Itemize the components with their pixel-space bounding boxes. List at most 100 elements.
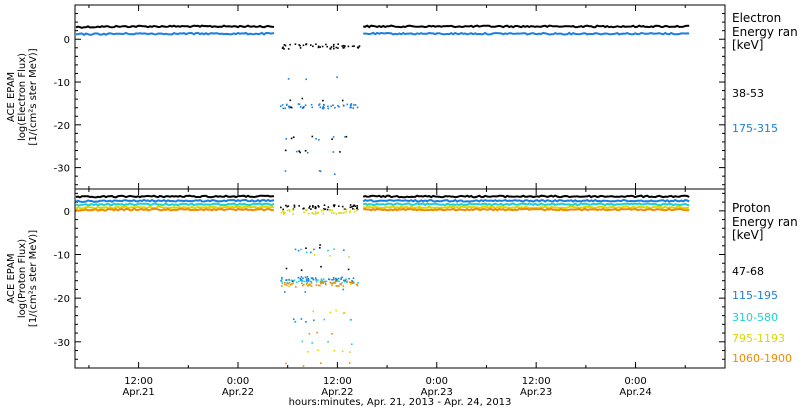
data-point	[280, 211, 283, 214]
data-point	[299, 47, 302, 49]
data-point	[341, 45, 343, 47]
data-point	[303, 283, 305, 286]
data-point	[280, 206, 282, 209]
data-point	[323, 103, 325, 106]
proton-flux-panel: 0 -10 -20 -30 ACE EPAMlog(Proton Flux)[1/(cm…	[6, 188, 798, 369]
series-trace	[363, 207, 690, 212]
legend-entry: 1060-1900	[732, 352, 792, 365]
data-point	[356, 209, 358, 211]
series-trace	[363, 31, 690, 36]
data-point	[329, 209, 331, 212]
data-point	[345, 211, 347, 213]
data-point	[287, 205, 290, 207]
data-point	[289, 99, 292, 102]
data-point	[327, 105, 329, 108]
data-point	[331, 209, 333, 211]
y-tick-label: -30	[54, 164, 70, 175]
data-point	[333, 205, 335, 208]
data-point	[319, 46, 321, 48]
data-point	[348, 211, 351, 214]
data-point	[333, 248, 335, 250]
data-point	[285, 138, 288, 140]
data-point	[305, 247, 307, 249]
data-point	[343, 279, 345, 282]
electron-flux-panel: 0 -10 -20 -30 ACE EPAMlog(Electron Flux)[1/(…	[6, 4, 798, 190]
data-point	[330, 46, 333, 48]
data-point	[284, 170, 287, 172]
data-point	[342, 44, 345, 47]
data-point	[282, 46, 284, 49]
data-point	[299, 277, 302, 280]
data-point	[333, 47, 335, 50]
data-point	[283, 283, 286, 286]
data-point	[280, 279, 282, 282]
data-point	[353, 45, 355, 47]
data-point	[305, 43, 308, 45]
data-point	[293, 279, 296, 281]
data-point	[304, 276, 307, 279]
x-tick-time-label: 12:00	[323, 376, 352, 387]
data-point	[346, 281, 348, 284]
y-tick-label: -20	[54, 294, 70, 305]
data-point	[287, 78, 290, 80]
data-point	[285, 204, 287, 207]
data-point	[312, 206, 314, 208]
data-point	[321, 45, 324, 48]
x-tick-time-label: 0:00	[426, 376, 448, 387]
data-point	[292, 213, 295, 215]
series-trace	[75, 205, 275, 210]
data-point	[343, 280, 346, 283]
data-point	[281, 282, 284, 285]
series-115-195	[75, 198, 690, 323]
data-point	[332, 104, 334, 106]
legend-entry: 310-580	[732, 311, 778, 324]
x-tick-date-label: Apr.23	[520, 387, 552, 398]
data-point	[308, 333, 311, 335]
data-point	[312, 45, 314, 48]
data-point	[300, 279, 302, 282]
data-point	[292, 282, 294, 284]
data-point	[284, 281, 286, 284]
data-point	[281, 278, 283, 281]
data-point	[307, 283, 310, 286]
data-point	[320, 210, 323, 212]
data-point	[358, 45, 361, 47]
x-tick-date-label: Apr.21	[122, 387, 154, 398]
data-point	[300, 248, 302, 251]
data-point	[308, 207, 310, 209]
y-tick-label: -30	[54, 338, 70, 349]
data-point	[312, 205, 314, 207]
data-point	[349, 210, 352, 212]
data-point	[290, 137, 293, 140]
x-axis-label: hours:minutes, Apr. 21, 2013 - Apr. 24, …	[289, 397, 512, 408]
data-point	[313, 254, 316, 256]
y-axis-label-line: [1/(cm²s ster MeV)]	[28, 230, 39, 327]
data-point	[331, 333, 333, 335]
data-point	[291, 279, 293, 282]
legend-entry: 795-1193	[732, 332, 785, 345]
data-point	[289, 210, 291, 213]
data-point	[334, 282, 336, 284]
data-point	[291, 208, 294, 211]
data-point	[293, 204, 296, 207]
data-point	[356, 207, 358, 210]
x-tick-time-label: 0:00	[624, 376, 646, 387]
data-point	[349, 206, 352, 209]
data-point	[316, 281, 318, 283]
data-point	[343, 46, 346, 48]
data-point	[289, 43, 291, 46]
legend-title-line: Energy ran	[732, 25, 798, 39]
data-point	[349, 351, 351, 353]
data-point	[305, 209, 308, 212]
data-point	[312, 212, 315, 215]
data-point	[300, 269, 303, 271]
data-point	[356, 106, 359, 109]
data-point	[281, 47, 284, 49]
data-point	[298, 150, 300, 152]
series-310-580	[75, 202, 690, 345]
data-point	[282, 210, 284, 212]
data-point	[341, 350, 344, 353]
data-point	[354, 104, 357, 106]
data-point	[298, 280, 300, 283]
data-point	[308, 212, 310, 215]
